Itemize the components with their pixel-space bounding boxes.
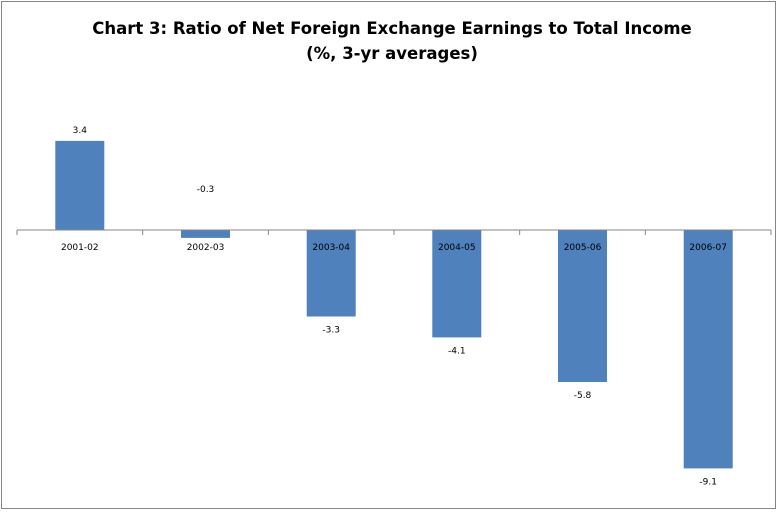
x-tick-label: 2001-02 (61, 243, 99, 253)
x-tick-label: 2002-03 (187, 243, 225, 253)
data-label: -9.1 (699, 477, 717, 487)
bar-2001-02 (55, 140, 105, 230)
x-tick-label: 2004-05 (438, 243, 476, 253)
data-label: 3.4 (73, 126, 88, 136)
bar-2003-04 (306, 230, 356, 317)
data-label: -4.1 (448, 346, 466, 356)
bar-2005-06 (558, 230, 607, 382)
chart-title: Chart 3: Ratio of Net Foreign Exchange E… (92, 19, 692, 63)
data-label: -3.3 (322, 326, 340, 336)
x-tick-label: 2005-06 (564, 243, 602, 253)
bar-2002-03 (181, 230, 230, 238)
x-tick-label: 2003-04 (312, 243, 350, 253)
bar-2006-07 (683, 230, 733, 469)
data-label: -5.8 (574, 391, 592, 401)
x-tick-label: 2006-07 (689, 243, 727, 253)
data-label: -0.3 (197, 185, 215, 195)
bar-2004-05 (432, 230, 482, 338)
